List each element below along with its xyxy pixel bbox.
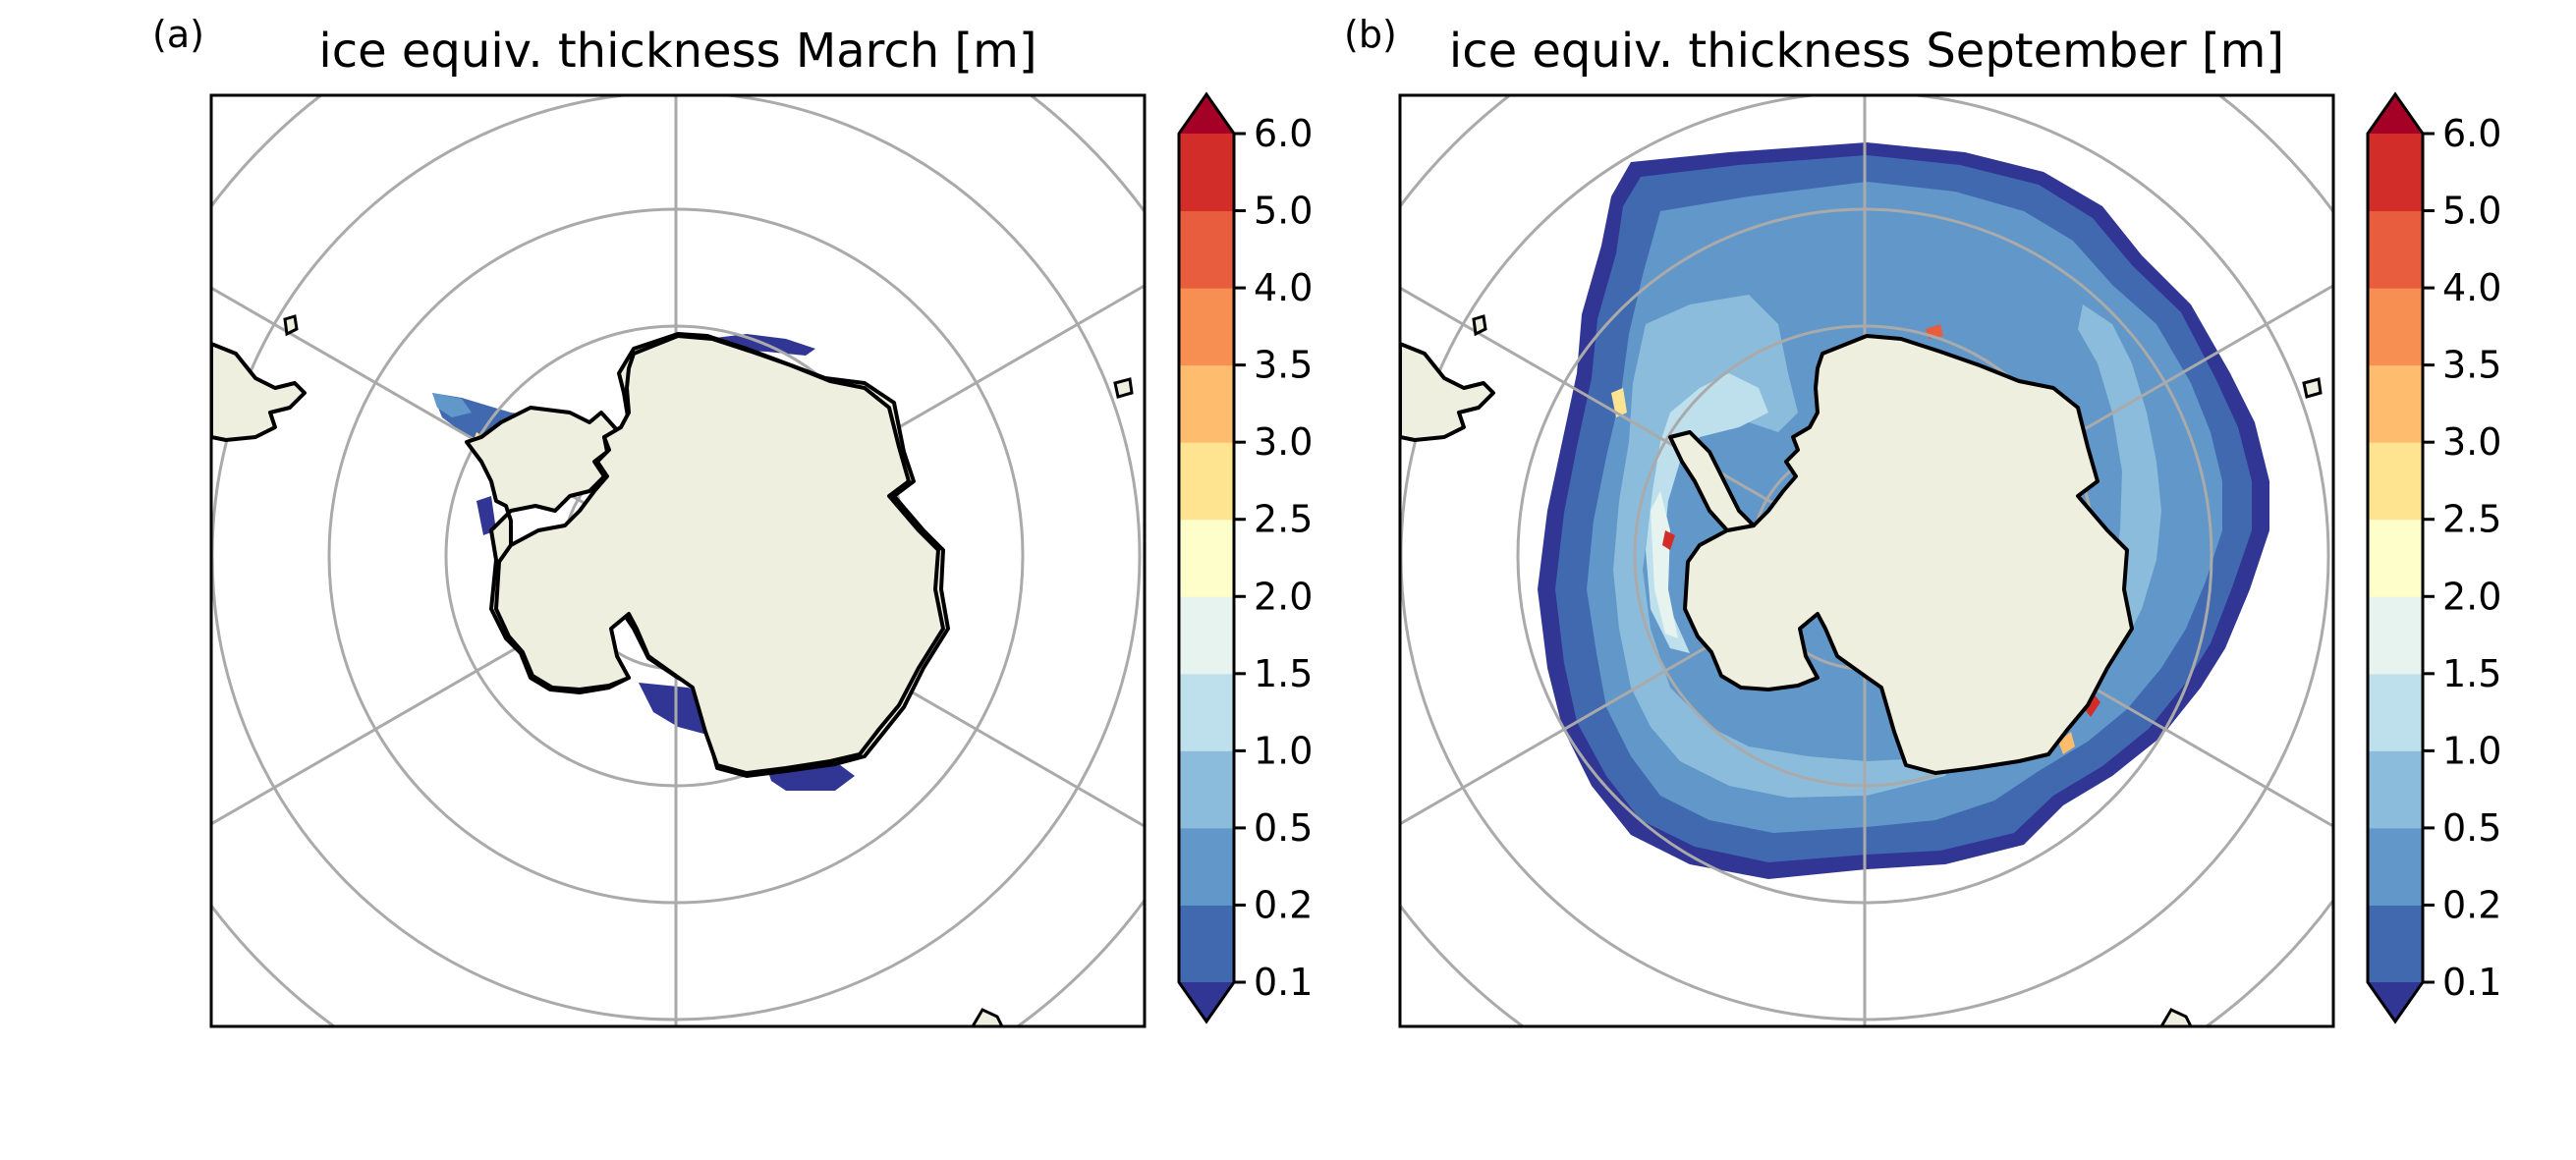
- colorbar-tick-label-a-5: 2.0: [1254, 575, 1313, 618]
- panel-label-a: (a): [152, 13, 204, 56]
- colorbar-segment-b-2: [2368, 750, 2423, 829]
- map-area-a: [211, 95, 1145, 1026]
- colorbar-segment-b-1: [2368, 827, 2423, 906]
- colorbar-segment-a-8: [1179, 288, 1234, 366]
- colorbar-segment-a-6: [1179, 442, 1234, 521]
- colorbar-segment-a-0: [1179, 905, 1234, 983]
- colorbar-tick-label-a-2: 0.5: [1254, 806, 1313, 850]
- colorbar-segment-b-3: [2368, 673, 2423, 751]
- south-america-a: [211, 342, 307, 442]
- colorbar-segment-b-0: [2368, 905, 2423, 983]
- colorbar-segment-b-7: [2368, 364, 2423, 443]
- island-b2: [2302, 377, 2323, 399]
- south-america-b: [1400, 342, 1495, 442]
- sea-ice-thick-e2-b: [2058, 732, 2075, 754]
- colorbar-a: 0.1 0.2 0.5 1.0 1.5 2.0 2.5 3.0 3.5 4.0 5.0 6.0: [1177, 91, 1313, 1024]
- colorbar-segment-a-10: [1179, 134, 1234, 212]
- sea-ice-east-a: [707, 334, 815, 356]
- sea-ice-weddell-inner-a: [432, 393, 472, 417]
- colorbar-tick-label-b-3: 1.0: [2442, 729, 2501, 772]
- panel-label-b: (b): [1344, 13, 1397, 56]
- panel-september: (b) ice equiv. thickness September [m]: [1344, 13, 2501, 1028]
- island-a1: [283, 314, 299, 337]
- colorbar-tick-label-b-5: 2.0: [2442, 575, 2501, 618]
- colorbar-tick-label-a-9: 4.0: [1254, 266, 1313, 309]
- colorbar-tick-label-a-11: 6.0: [1254, 112, 1313, 155]
- sea-ice-thick-e1-b: [2083, 692, 2100, 717]
- colorbar-segment-a-7: [1179, 364, 1234, 443]
- colorbar-segment-b-6: [2368, 442, 2423, 521]
- colorbar-segment-b-5: [2368, 519, 2423, 597]
- antarctica-main-a: [494, 334, 945, 775]
- colorbar-segment-a-9: [1179, 210, 1234, 289]
- colorbar-tick-label-a-10: 5.0: [1254, 190, 1313, 233]
- sea-ice-thick-w2-b: [1662, 530, 1675, 550]
- colorbar-extend-over-a: [1179, 94, 1234, 134]
- colorbar-tick-label-b-9: 4.0: [2442, 266, 2501, 309]
- colorbar-tick-label-a-8: 3.5: [1254, 344, 1313, 387]
- antarctica-main-b: [1683, 334, 2134, 775]
- colorbar-segment-a-4: [1179, 596, 1234, 675]
- panel-title-b: ice equiv. thickness September [m]: [1449, 24, 2284, 79]
- map-frame-b: [1398, 93, 2335, 1028]
- colorbar-segment-b-10: [2368, 134, 2423, 212]
- colorbar-tick-label-a-7: 3.0: [1254, 420, 1313, 464]
- colorbar-segment-a-2: [1179, 750, 1234, 829]
- colorbar-segment-b-9: [2368, 210, 2423, 289]
- sea-ice-1p5-b: [1651, 491, 1678, 638]
- colorbar-tick-label-b-2: 0.5: [2442, 806, 2501, 850]
- colorbar-segment-a-1: [1179, 827, 1234, 906]
- colorbar-tick-label-a-0: 0.1: [1254, 961, 1313, 1004]
- colorbar-extend-under-b: [2368, 982, 2423, 1022]
- panel-title-a: ice equiv. thickness March [m]: [318, 24, 1036, 79]
- colorbar-tick-label-b-4: 1.5: [2442, 652, 2501, 695]
- peninsula-b: [1668, 430, 1756, 532]
- colorbar-extend-under-a: [1179, 982, 1234, 1022]
- colorbar-segment-a-5: [1179, 519, 1234, 597]
- island-a2: [1113, 377, 1134, 399]
- colorbar-tick-label-a-4: 1.5: [1254, 652, 1313, 695]
- colorbar-b: 0.1 0.2 0.5 1.0 1.5 2.0 2.5 3.0 3.5 4.0 5.0 6.0: [2366, 91, 2501, 1024]
- colorbar-tick-label-b-7: 3.0: [2442, 420, 2501, 464]
- island-b1: [1472, 314, 1487, 337]
- colorbar-tick-label-b-1: 0.2: [2442, 883, 2501, 926]
- colorbar-segment-b-4: [2368, 596, 2423, 675]
- colorbar-tick-label-b-0: 0.1: [2442, 961, 2501, 1004]
- map-frame-a: [209, 93, 1147, 1028]
- colorbar-tick-label-b-11: 6.0: [2442, 112, 2501, 155]
- map-area-b: [1400, 95, 2333, 1026]
- colorbar-segment-b-8: [2368, 288, 2423, 366]
- island-a3: [971, 1008, 1004, 1026]
- colorbar-tick-label-b-6: 2.5: [2442, 498, 2501, 541]
- colorbar-tick-label-a-3: 1.0: [1254, 729, 1313, 772]
- sea-ice-thick-w1-b: [1611, 388, 1627, 417]
- sea-ice-0p5-east-b: [2058, 304, 2161, 717]
- colorbar-tick-label-b-8: 3.5: [2442, 344, 2501, 387]
- island-b3: [2159, 1008, 2193, 1026]
- panel-march: (a) ice equiv. thickness March [m]: [152, 13, 1313, 1028]
- colorbar-segment-a-3: [1179, 673, 1234, 751]
- colorbar-tick-label-a-6: 2.5: [1254, 498, 1313, 541]
- sea-ice-bellingshausen-a: [476, 496, 496, 535]
- colorbar-tick-label-b-10: 5.0: [2442, 190, 2501, 233]
- colorbar-extend-over-b: [2368, 94, 2423, 134]
- colorbar-tick-label-a-1: 0.2: [1254, 883, 1313, 926]
